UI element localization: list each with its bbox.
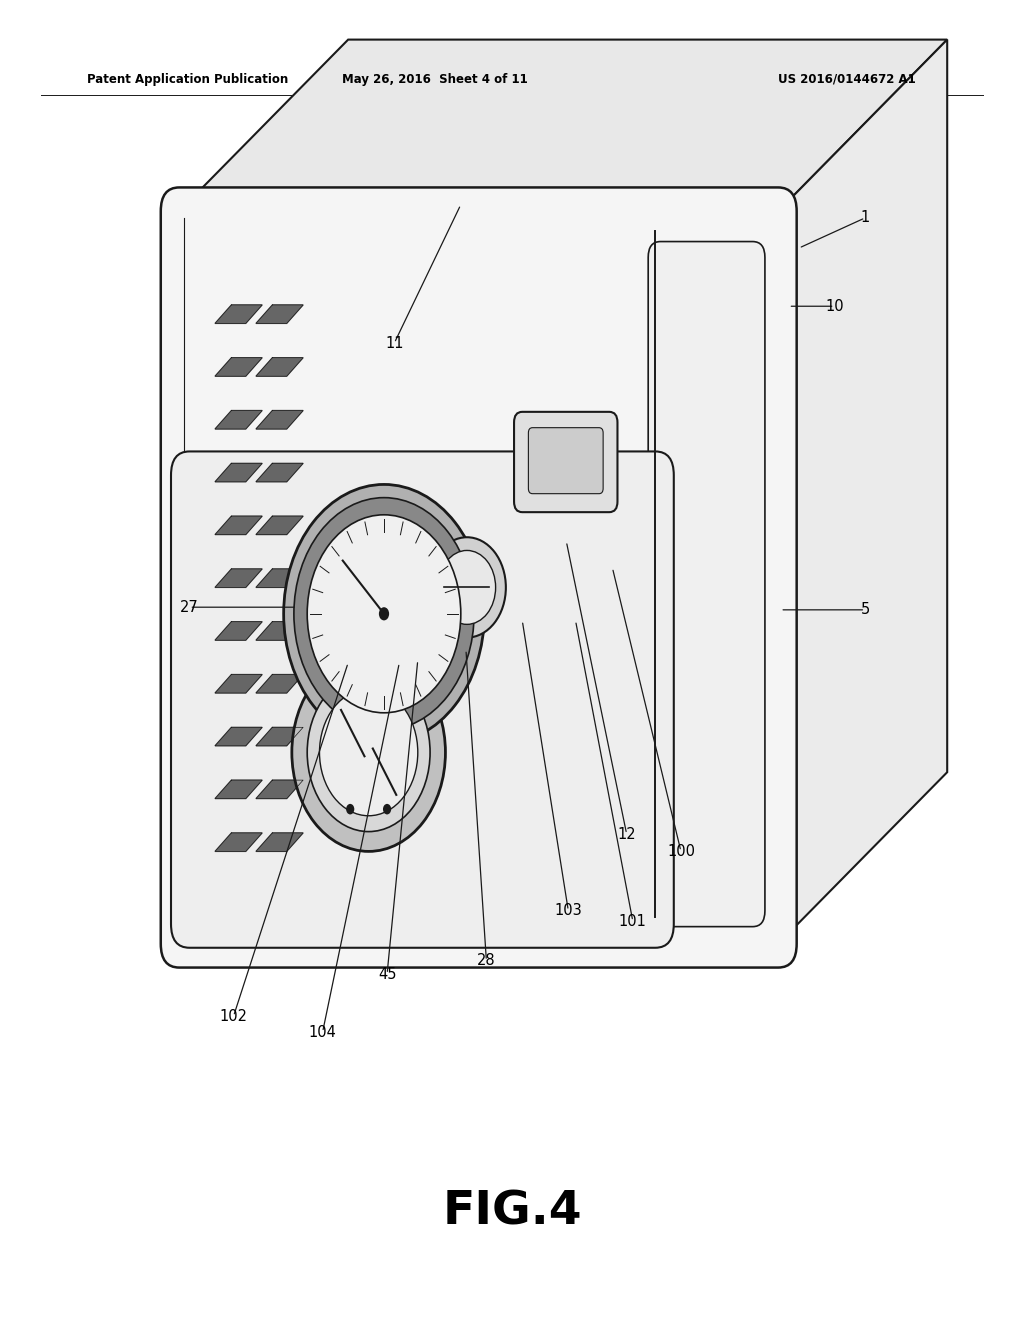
Text: 5: 5 xyxy=(860,602,870,618)
Text: 101: 101 xyxy=(618,913,647,929)
Text: 102: 102 xyxy=(219,1008,248,1024)
Polygon shape xyxy=(215,516,262,535)
Text: FIG.4: FIG.4 xyxy=(442,1189,582,1234)
Circle shape xyxy=(307,515,461,713)
FancyBboxPatch shape xyxy=(528,428,603,494)
Text: 104: 104 xyxy=(308,1024,337,1040)
Polygon shape xyxy=(256,833,303,851)
Polygon shape xyxy=(256,305,303,323)
Circle shape xyxy=(319,689,418,816)
FancyBboxPatch shape xyxy=(161,187,797,968)
Polygon shape xyxy=(215,569,262,587)
FancyBboxPatch shape xyxy=(514,412,617,512)
Text: 103: 103 xyxy=(554,903,583,919)
Polygon shape xyxy=(256,780,303,799)
Circle shape xyxy=(307,673,430,832)
Text: 45: 45 xyxy=(378,966,396,982)
Circle shape xyxy=(294,498,474,730)
Polygon shape xyxy=(256,622,303,640)
Circle shape xyxy=(428,537,506,638)
Polygon shape xyxy=(215,780,262,799)
Polygon shape xyxy=(215,411,262,429)
Polygon shape xyxy=(256,675,303,693)
Circle shape xyxy=(383,804,391,814)
Polygon shape xyxy=(215,727,262,746)
FancyBboxPatch shape xyxy=(171,451,674,948)
Text: 11: 11 xyxy=(385,335,403,351)
Polygon shape xyxy=(256,569,303,587)
Polygon shape xyxy=(256,463,303,482)
Polygon shape xyxy=(215,305,262,323)
Text: 1: 1 xyxy=(860,210,870,226)
Text: 12: 12 xyxy=(617,826,636,842)
Polygon shape xyxy=(215,622,262,640)
Circle shape xyxy=(379,607,389,620)
Circle shape xyxy=(438,550,496,624)
Text: Patent Application Publication: Patent Application Publication xyxy=(87,73,289,86)
Polygon shape xyxy=(256,358,303,376)
Text: 28: 28 xyxy=(477,953,496,969)
Polygon shape xyxy=(179,40,947,211)
Polygon shape xyxy=(256,727,303,746)
FancyBboxPatch shape xyxy=(648,242,765,927)
Circle shape xyxy=(292,653,445,851)
Text: US 2016/0144672 A1: US 2016/0144672 A1 xyxy=(778,73,916,86)
Polygon shape xyxy=(215,675,262,693)
Polygon shape xyxy=(778,40,947,944)
Text: 100: 100 xyxy=(667,843,695,859)
Circle shape xyxy=(346,804,354,814)
Text: May 26, 2016  Sheet 4 of 11: May 26, 2016 Sheet 4 of 11 xyxy=(342,73,528,86)
Polygon shape xyxy=(256,516,303,535)
Polygon shape xyxy=(256,411,303,429)
Polygon shape xyxy=(215,358,262,376)
Polygon shape xyxy=(215,833,262,851)
Text: 27: 27 xyxy=(180,599,199,615)
Text: 10: 10 xyxy=(825,298,844,314)
Circle shape xyxy=(284,484,484,743)
Polygon shape xyxy=(215,463,262,482)
